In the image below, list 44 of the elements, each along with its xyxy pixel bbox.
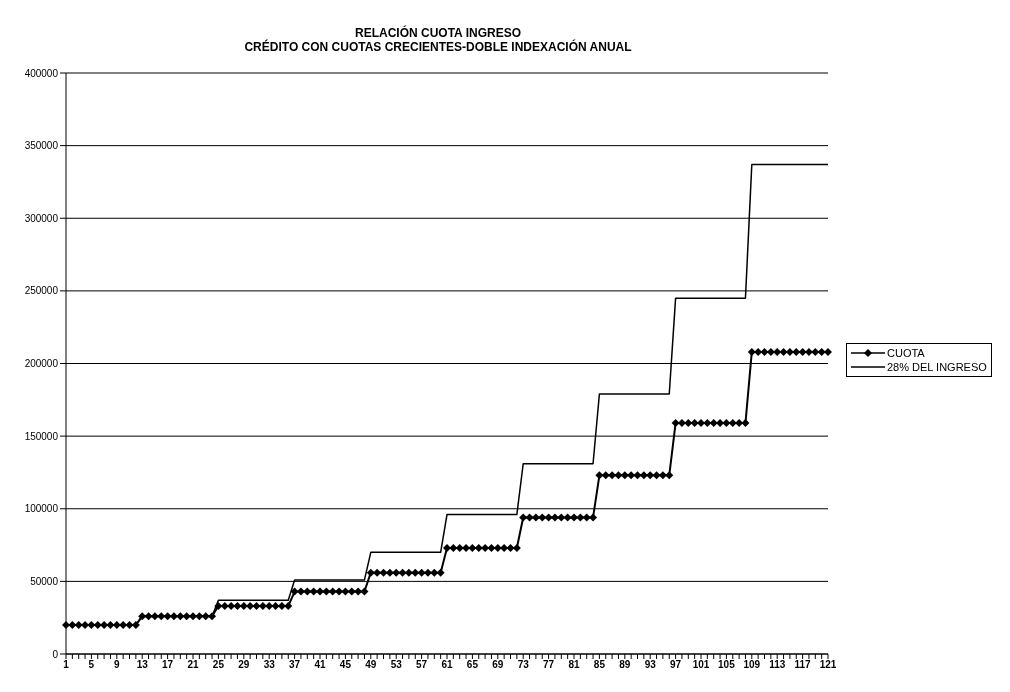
chart-subtitle: CRÉDITO CON CUOTAS CRECIENTES-DOBLE INDEXACIÓN ANUAL xyxy=(243,40,633,54)
x-tick-label: 33 xyxy=(263,659,276,671)
y-tick-label: 100000 xyxy=(24,503,59,515)
x-tick-label: 81 xyxy=(568,659,580,671)
x-tick-label: 13 xyxy=(136,659,149,671)
x-tick-label: 77 xyxy=(543,659,555,671)
x-tick-label: 37 xyxy=(289,659,301,671)
x-tick-label: 57 xyxy=(416,659,428,671)
x-tick-label: 97 xyxy=(670,659,682,671)
x-tick-label: 49 xyxy=(365,659,377,671)
x-tick-label: 121 xyxy=(819,659,837,671)
y-tick-label: 300000 xyxy=(24,212,59,224)
x-tick-label: 69 xyxy=(492,659,504,671)
y-tick-label: 50000 xyxy=(30,575,59,587)
x-tick-label: 85 xyxy=(593,659,606,671)
x-tick-label: 53 xyxy=(390,659,403,671)
x-tick-label: 5 xyxy=(88,659,95,671)
x-tick-label: 45 xyxy=(339,659,352,671)
x-tick-label: 105 xyxy=(718,659,736,671)
legend-label: 28% DEL INGRESO xyxy=(887,361,987,373)
x-tick-label: 89 xyxy=(619,659,631,671)
legend-label: CUOTA xyxy=(887,347,925,359)
x-tick-label: 1 xyxy=(63,659,70,671)
x-tick-label: 9 xyxy=(114,659,121,671)
y-tick-label: 150000 xyxy=(24,430,59,442)
y-tick-label: 0 xyxy=(52,648,59,660)
y-tick-label: 400000 xyxy=(24,67,59,79)
x-tick-label: 61 xyxy=(441,659,453,671)
x-tick-label: 29 xyxy=(238,659,250,671)
x-tick-label: 25 xyxy=(212,659,225,671)
chart-title: RELACIÓN CUOTA INGRESO xyxy=(354,26,521,40)
y-tick-label: 250000 xyxy=(24,285,59,297)
y-tick-label: 350000 xyxy=(24,140,59,152)
x-tick-label: 65 xyxy=(466,659,479,671)
x-tick-label: 101 xyxy=(692,659,710,671)
x-tick-label: 109 xyxy=(743,659,761,671)
y-tick-label: 200000 xyxy=(24,358,59,370)
x-tick-label: 73 xyxy=(517,659,530,671)
x-tick-label: 17 xyxy=(162,659,174,671)
x-tick-label: 21 xyxy=(187,659,199,671)
x-tick-label: 113 xyxy=(769,659,786,671)
x-tick-label: 41 xyxy=(314,659,326,671)
x-tick-label: 117 xyxy=(794,659,812,671)
x-tick-label: 93 xyxy=(644,659,657,671)
